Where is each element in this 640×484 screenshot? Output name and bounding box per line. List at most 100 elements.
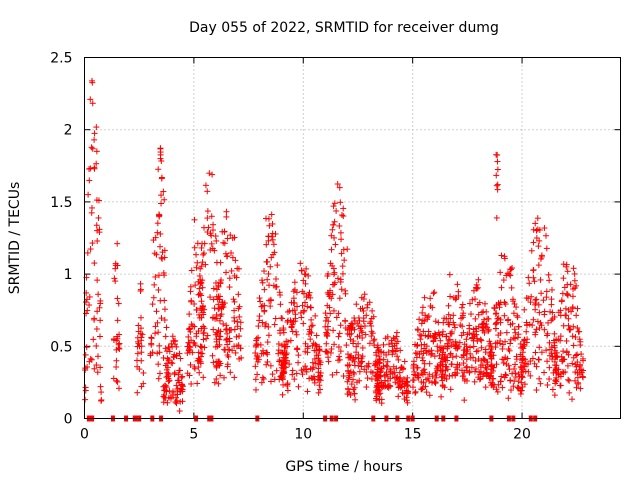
data-point xyxy=(169,333,176,340)
data-point xyxy=(463,343,470,350)
data-point xyxy=(569,396,576,403)
data-point xyxy=(93,197,100,204)
data-point xyxy=(93,124,100,131)
data-point xyxy=(148,334,155,341)
data-point xyxy=(508,387,515,394)
data-point xyxy=(448,342,455,349)
data-point xyxy=(298,314,305,321)
data-point xyxy=(204,215,211,222)
data-point xyxy=(210,359,217,366)
data-point xyxy=(327,260,334,267)
data-point xyxy=(565,315,572,322)
data-point xyxy=(236,333,243,340)
data-point xyxy=(313,332,320,339)
data-point xyxy=(562,312,569,319)
data-point xyxy=(259,302,266,309)
data-point xyxy=(541,326,548,333)
data-point xyxy=(293,328,300,335)
data-point xyxy=(87,96,94,103)
data-point xyxy=(280,367,287,374)
data-point xyxy=(494,158,501,165)
data-point xyxy=(481,356,488,363)
data-point xyxy=(519,353,526,360)
data-point xyxy=(436,332,443,339)
data-point xyxy=(221,346,228,353)
data-point xyxy=(317,386,324,393)
data-point xyxy=(461,397,468,404)
data-point xyxy=(273,275,280,282)
data-point xyxy=(415,374,422,381)
data-point xyxy=(373,393,380,400)
data-point xyxy=(234,265,241,272)
data-point xyxy=(209,314,216,321)
data-point xyxy=(433,372,440,379)
data-point xyxy=(342,318,349,325)
data-point xyxy=(98,397,105,404)
data-point xyxy=(115,300,122,307)
data-point xyxy=(460,347,467,354)
data-point xyxy=(527,372,534,379)
data-point xyxy=(188,321,195,328)
data-point xyxy=(352,396,359,403)
data-point xyxy=(501,255,508,262)
data-point xyxy=(495,315,502,322)
data-point xyxy=(445,311,452,318)
data-point xyxy=(222,250,229,257)
data-point xyxy=(236,313,243,320)
data-point xyxy=(330,327,337,334)
data-point xyxy=(466,300,473,307)
data-point xyxy=(337,348,344,355)
data-point xyxy=(529,355,536,362)
data-point xyxy=(543,294,550,301)
data-point xyxy=(364,375,371,382)
data-point xyxy=(230,296,237,303)
data-point xyxy=(94,353,101,360)
data-point xyxy=(541,308,548,315)
data-point xyxy=(501,299,508,306)
data-point xyxy=(220,239,227,246)
data-point xyxy=(447,293,454,300)
data-point xyxy=(283,357,290,364)
data-point xyxy=(314,376,321,383)
data-point xyxy=(437,337,444,344)
data-point xyxy=(213,338,220,345)
data-point xyxy=(323,348,330,355)
data-point xyxy=(493,172,500,179)
data-point xyxy=(267,362,274,369)
data-point xyxy=(577,342,584,349)
data-point xyxy=(378,365,385,372)
data-point xyxy=(411,368,418,375)
data-point xyxy=(310,364,317,371)
data-point xyxy=(336,330,343,337)
data-point xyxy=(264,258,271,265)
data-point xyxy=(350,376,357,383)
data-point xyxy=(446,373,453,380)
data-point xyxy=(165,364,172,371)
data-point xyxy=(544,330,551,337)
data-point xyxy=(253,341,260,348)
data-point xyxy=(375,348,382,355)
data-point xyxy=(91,136,98,143)
data-point xyxy=(317,373,324,380)
data-point xyxy=(178,374,185,381)
data-point xyxy=(218,304,225,311)
data-point xyxy=(538,252,545,259)
data-point xyxy=(432,380,439,387)
data-point xyxy=(197,265,204,272)
data-point xyxy=(537,380,544,387)
data-point xyxy=(456,339,463,346)
data-point xyxy=(562,369,569,376)
data-point xyxy=(331,200,338,207)
data-point xyxy=(552,377,559,384)
data-point xyxy=(460,360,467,367)
data-point xyxy=(231,298,238,305)
data-point xyxy=(277,330,284,337)
data-point xyxy=(522,360,529,367)
data-point xyxy=(341,257,348,264)
data-point xyxy=(134,363,141,370)
data-point xyxy=(420,328,427,335)
data-point xyxy=(426,378,433,385)
data-point xyxy=(478,344,485,351)
data-point xyxy=(303,366,310,373)
y-tick-label: 2 xyxy=(64,123,73,139)
